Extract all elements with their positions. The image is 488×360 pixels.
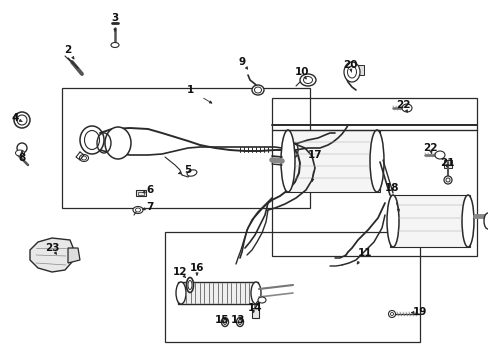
Text: 1: 1 xyxy=(186,85,193,95)
Ellipse shape xyxy=(80,126,104,154)
Ellipse shape xyxy=(133,207,142,213)
Ellipse shape xyxy=(221,318,228,327)
Polygon shape xyxy=(68,248,80,263)
Ellipse shape xyxy=(187,170,197,176)
Ellipse shape xyxy=(343,62,359,82)
Ellipse shape xyxy=(250,282,261,304)
Ellipse shape xyxy=(299,74,315,86)
Bar xyxy=(164,232,419,342)
Bar xyxy=(178,282,258,304)
Text: 17: 17 xyxy=(307,150,322,160)
Ellipse shape xyxy=(236,318,243,327)
Ellipse shape xyxy=(258,297,265,303)
Text: 13: 13 xyxy=(230,315,245,325)
Text: 23: 23 xyxy=(45,243,59,253)
Ellipse shape xyxy=(14,112,30,128)
Ellipse shape xyxy=(387,310,395,318)
Bar xyxy=(354,65,363,75)
Ellipse shape xyxy=(461,195,473,247)
Text: 6: 6 xyxy=(146,185,153,195)
Ellipse shape xyxy=(16,150,24,156)
Ellipse shape xyxy=(434,151,444,159)
Ellipse shape xyxy=(17,143,27,153)
Text: 12: 12 xyxy=(172,267,187,277)
Text: 9: 9 xyxy=(238,57,245,67)
Polygon shape xyxy=(30,238,74,272)
Bar xyxy=(285,130,379,192)
Text: 22: 22 xyxy=(422,143,436,153)
Bar xyxy=(62,88,309,208)
Ellipse shape xyxy=(111,42,119,48)
Text: 11: 11 xyxy=(357,248,371,258)
Ellipse shape xyxy=(483,213,488,229)
Text: 3: 3 xyxy=(111,13,119,23)
Text: 15: 15 xyxy=(214,315,229,325)
Bar xyxy=(443,160,451,168)
Text: 7: 7 xyxy=(146,202,153,212)
Bar xyxy=(138,192,143,195)
Text: 14: 14 xyxy=(247,303,262,313)
Text: 18: 18 xyxy=(384,183,398,193)
Text: 20: 20 xyxy=(342,60,357,70)
Bar xyxy=(136,190,146,196)
Ellipse shape xyxy=(80,154,88,162)
Ellipse shape xyxy=(443,176,451,184)
Text: 21: 21 xyxy=(439,158,453,168)
Text: 5: 5 xyxy=(184,165,191,175)
Text: 22: 22 xyxy=(395,100,409,110)
Ellipse shape xyxy=(105,127,131,159)
Ellipse shape xyxy=(369,130,383,192)
Ellipse shape xyxy=(281,130,294,192)
Text: 8: 8 xyxy=(19,153,25,163)
Bar xyxy=(271,98,476,256)
Text: 16: 16 xyxy=(189,263,204,273)
Ellipse shape xyxy=(176,282,185,304)
Ellipse shape xyxy=(401,104,411,112)
Bar xyxy=(251,308,259,318)
Text: 10: 10 xyxy=(294,67,308,77)
Text: 4: 4 xyxy=(11,113,19,123)
Bar xyxy=(389,195,469,247)
Ellipse shape xyxy=(386,195,398,247)
Text: 19: 19 xyxy=(412,307,427,317)
Ellipse shape xyxy=(251,85,264,95)
Text: 2: 2 xyxy=(64,45,71,55)
Ellipse shape xyxy=(186,278,193,292)
